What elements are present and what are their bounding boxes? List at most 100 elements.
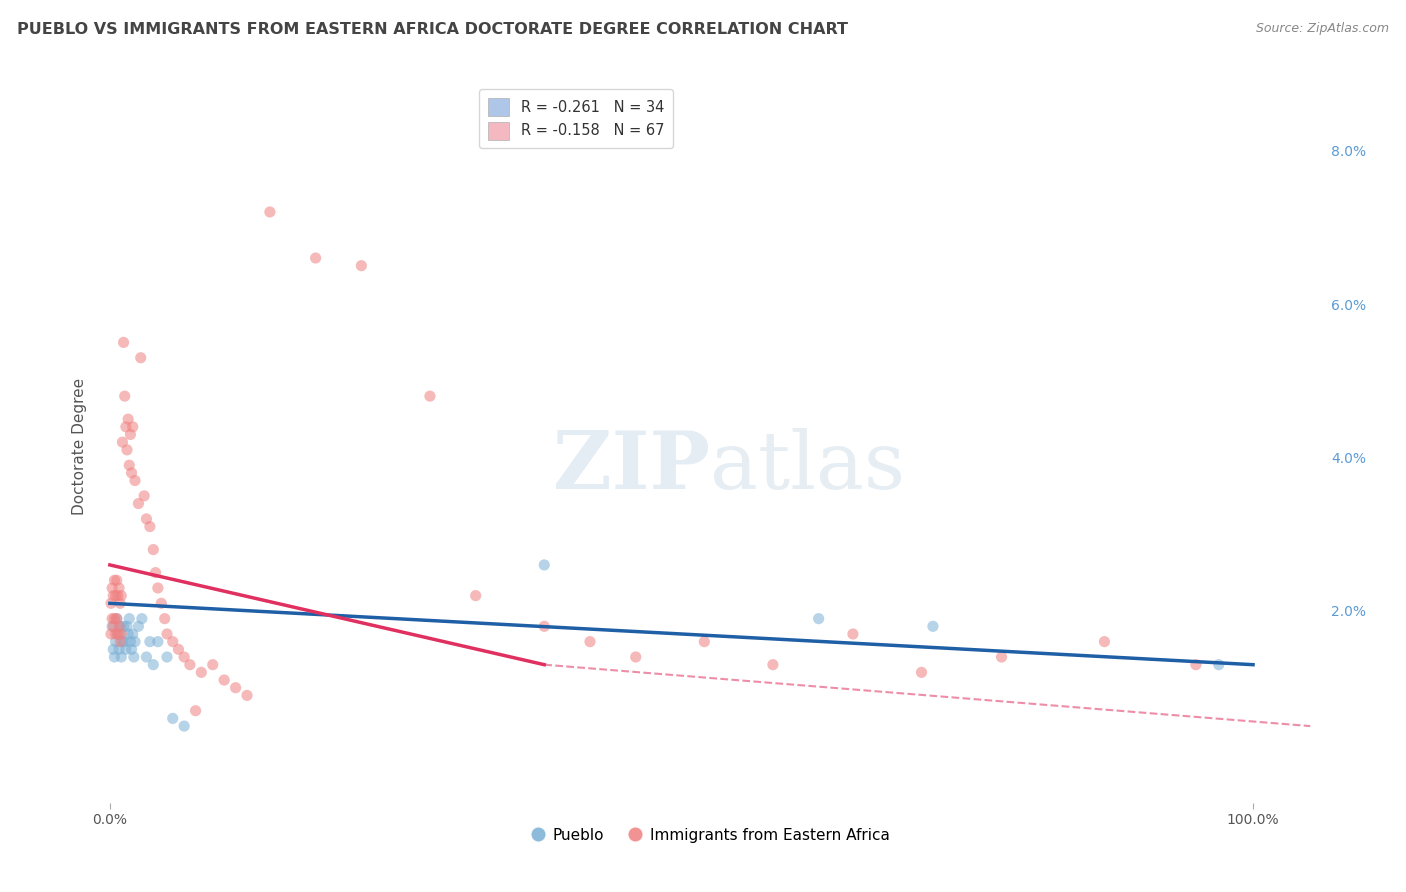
Point	[105, 574, 128, 588]
Point	[111, 634, 134, 648]
Point	[922, 619, 945, 633]
Point	[212, 673, 235, 687]
Legend: Pueblo, Immigrants from Eastern Africa: Pueblo, Immigrants from Eastern Africa	[524, 822, 896, 848]
Point	[114, 389, 136, 403]
Point	[142, 542, 165, 557]
Point	[118, 612, 141, 626]
Point	[124, 634, 146, 648]
Point	[146, 581, 169, 595]
Point	[105, 612, 128, 626]
Point	[179, 657, 201, 672]
Point	[124, 474, 146, 488]
Point	[108, 634, 131, 648]
Point	[162, 634, 184, 648]
Point	[101, 612, 124, 626]
Point	[110, 650, 132, 665]
Point	[236, 689, 259, 703]
Point	[201, 657, 224, 672]
Point	[135, 650, 157, 665]
Point	[131, 612, 153, 626]
Point	[624, 650, 647, 665]
Point	[464, 589, 486, 603]
Point	[103, 589, 125, 603]
Point	[121, 642, 143, 657]
Point	[107, 589, 129, 603]
Point	[156, 650, 179, 665]
Point	[129, 351, 152, 365]
Point	[108, 619, 131, 633]
Point	[135, 512, 157, 526]
Point	[807, 612, 830, 626]
Point	[117, 627, 139, 641]
Point	[1208, 657, 1230, 672]
Point	[190, 665, 212, 680]
Point	[533, 619, 555, 633]
Point	[139, 634, 162, 648]
Point	[108, 619, 131, 633]
Point	[122, 650, 145, 665]
Point	[910, 665, 932, 680]
Point	[533, 558, 555, 572]
Point	[115, 619, 138, 633]
Point	[842, 627, 865, 641]
Point	[100, 627, 122, 641]
Point	[110, 589, 132, 603]
Point	[304, 251, 326, 265]
Point	[107, 627, 129, 641]
Point	[115, 442, 138, 457]
Point	[419, 389, 441, 403]
Point	[110, 627, 132, 641]
Point	[112, 619, 135, 633]
Point	[139, 519, 162, 533]
Point	[108, 581, 131, 595]
Point	[156, 627, 179, 641]
Point	[762, 657, 785, 672]
Point	[103, 574, 125, 588]
Point	[103, 650, 125, 665]
Point	[162, 711, 184, 725]
Point	[225, 681, 247, 695]
Point	[142, 657, 165, 672]
Text: ZIP: ZIP	[553, 428, 710, 507]
Point	[108, 596, 131, 610]
Point	[146, 634, 169, 648]
Point	[120, 427, 142, 442]
Point	[114, 634, 136, 648]
Point	[127, 619, 149, 633]
Point	[350, 259, 373, 273]
Point	[259, 205, 281, 219]
Point	[145, 566, 167, 580]
Point	[120, 634, 142, 648]
Point	[153, 612, 176, 626]
Point	[117, 412, 139, 426]
Point	[103, 642, 125, 657]
Point	[1185, 657, 1208, 672]
Point	[104, 589, 127, 603]
Text: atlas: atlas	[710, 428, 905, 507]
Point	[121, 466, 143, 480]
Point	[100, 596, 122, 610]
Point	[1094, 634, 1116, 648]
Point	[184, 704, 207, 718]
Point	[107, 627, 129, 641]
Point	[103, 612, 125, 626]
Point	[118, 458, 141, 473]
Point	[104, 627, 127, 641]
Point	[167, 642, 190, 657]
Text: PUEBLO VS IMMIGRANTS FROM EASTERN AFRICA DOCTORATE DEGREE CORRELATION CHART: PUEBLO VS IMMIGRANTS FROM EASTERN AFRICA…	[17, 22, 848, 37]
Point	[115, 419, 138, 434]
Point	[104, 634, 127, 648]
Point	[111, 435, 134, 450]
Point	[101, 619, 124, 633]
Point	[101, 581, 124, 595]
Point	[990, 650, 1012, 665]
Y-axis label: Doctorate Degree: Doctorate Degree	[72, 377, 87, 515]
Point	[693, 634, 716, 648]
Point	[103, 619, 125, 633]
Point	[173, 650, 195, 665]
Point	[579, 634, 602, 648]
Point	[150, 596, 173, 610]
Point	[121, 419, 143, 434]
Point	[105, 612, 128, 626]
Point	[121, 627, 143, 641]
